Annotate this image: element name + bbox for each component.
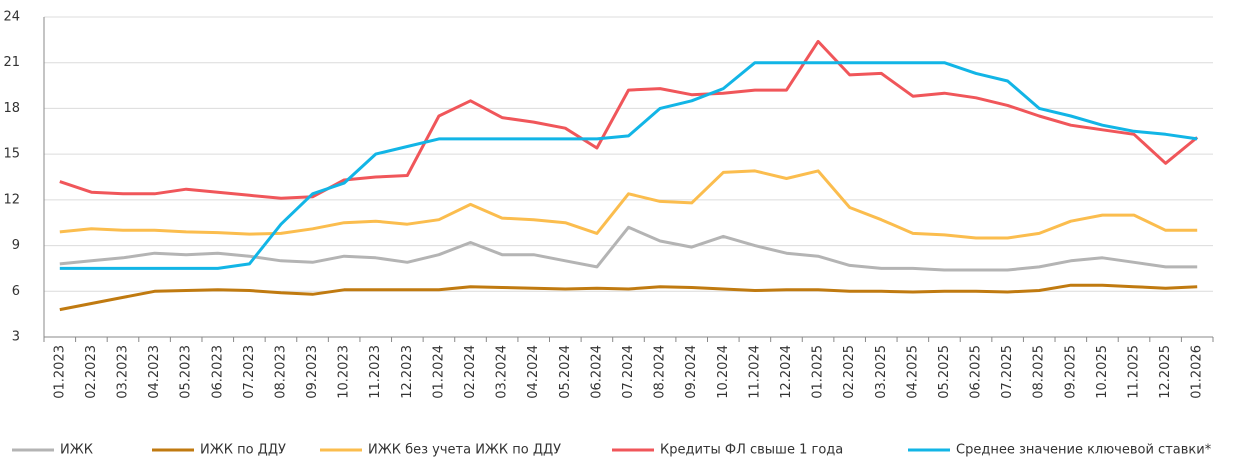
x-tick-label: 09.2025 <box>1063 345 1078 399</box>
y-tick-label: 12 <box>3 192 20 207</box>
y-tick-label: 3 <box>12 330 20 345</box>
x-tick-label: 07.2024 <box>621 345 636 399</box>
series-line <box>59 225 1198 272</box>
y-tick-label: 21 <box>3 55 20 70</box>
x-tick-label: 05.2025 <box>937 345 952 399</box>
x-tick-label: 04.2023 <box>147 345 162 399</box>
legend-label: ИЖК <box>60 443 93 458</box>
x-tick-label: 09.2023 <box>305 345 320 399</box>
x-tick-label: 01.2025 <box>811 345 826 399</box>
legend-label: ИЖК без учета ИЖК по ДДУ <box>368 443 561 458</box>
legend-label: Кредиты ФЛ свыше 1 года <box>660 443 843 458</box>
x-tick-label: 04.2025 <box>905 345 920 399</box>
x-tick-label: 09.2024 <box>684 345 699 399</box>
x-tick-label: 06.2024 <box>589 345 604 399</box>
x-tick-label: 01.2023 <box>52 345 67 399</box>
series-line <box>59 283 1198 312</box>
x-tick-label: 12.2023 <box>400 345 415 399</box>
x-tick-label: 05.2023 <box>179 345 194 399</box>
legend-label: ИЖК по ДДУ <box>200 443 286 458</box>
x-tick-label: 01.2024 <box>431 345 446 399</box>
x-tick-label: 11.2023 <box>368 345 383 399</box>
x-tick-label: 02.2025 <box>842 345 857 399</box>
x-tick-label: 06.2023 <box>210 345 225 399</box>
x-tick-label: 10.2023 <box>337 345 352 399</box>
x-tick-label: 08.2024 <box>653 345 668 399</box>
y-tick-label: 15 <box>3 147 20 162</box>
x-tick-label: 03.2023 <box>115 345 130 399</box>
series-line <box>59 61 1198 270</box>
y-tick-label: 24 <box>3 10 20 25</box>
x-tick-label: 10.2025 <box>1095 345 1110 399</box>
x-tick-label: 04.2024 <box>526 345 541 399</box>
x-tick-label: 02.2023 <box>84 345 99 399</box>
x-tick-label: 11.2025 <box>1127 345 1142 399</box>
x-tick-label: 10.2024 <box>716 345 731 399</box>
legend-label: Среднее значение ключевой ставки* <box>956 443 1212 458</box>
series-line <box>59 169 1198 240</box>
x-tick-label: 12.2025 <box>1158 345 1173 399</box>
x-tick-label: 05.2024 <box>558 345 573 399</box>
x-tick-label: 02.2024 <box>463 345 478 399</box>
y-tick-label: 9 <box>12 238 20 253</box>
x-tick-label: 03.2024 <box>495 345 510 399</box>
x-tick-label: 08.2023 <box>273 345 288 399</box>
x-tick-label: 11.2024 <box>747 345 762 399</box>
y-tick-label: 18 <box>3 101 20 116</box>
x-tick-label: 06.2025 <box>969 345 984 399</box>
x-tick-label: 03.2025 <box>874 345 889 399</box>
x-tick-label: 07.2025 <box>1000 345 1015 399</box>
x-tick-label: 01.2026 <box>1190 345 1205 399</box>
x-tick-label: 07.2023 <box>242 345 257 399</box>
x-tick-label: 08.2025 <box>1032 345 1047 399</box>
x-tick-label: 12.2024 <box>779 345 794 399</box>
series-line <box>59 39 1199 200</box>
y-tick-label: 6 <box>12 284 20 299</box>
